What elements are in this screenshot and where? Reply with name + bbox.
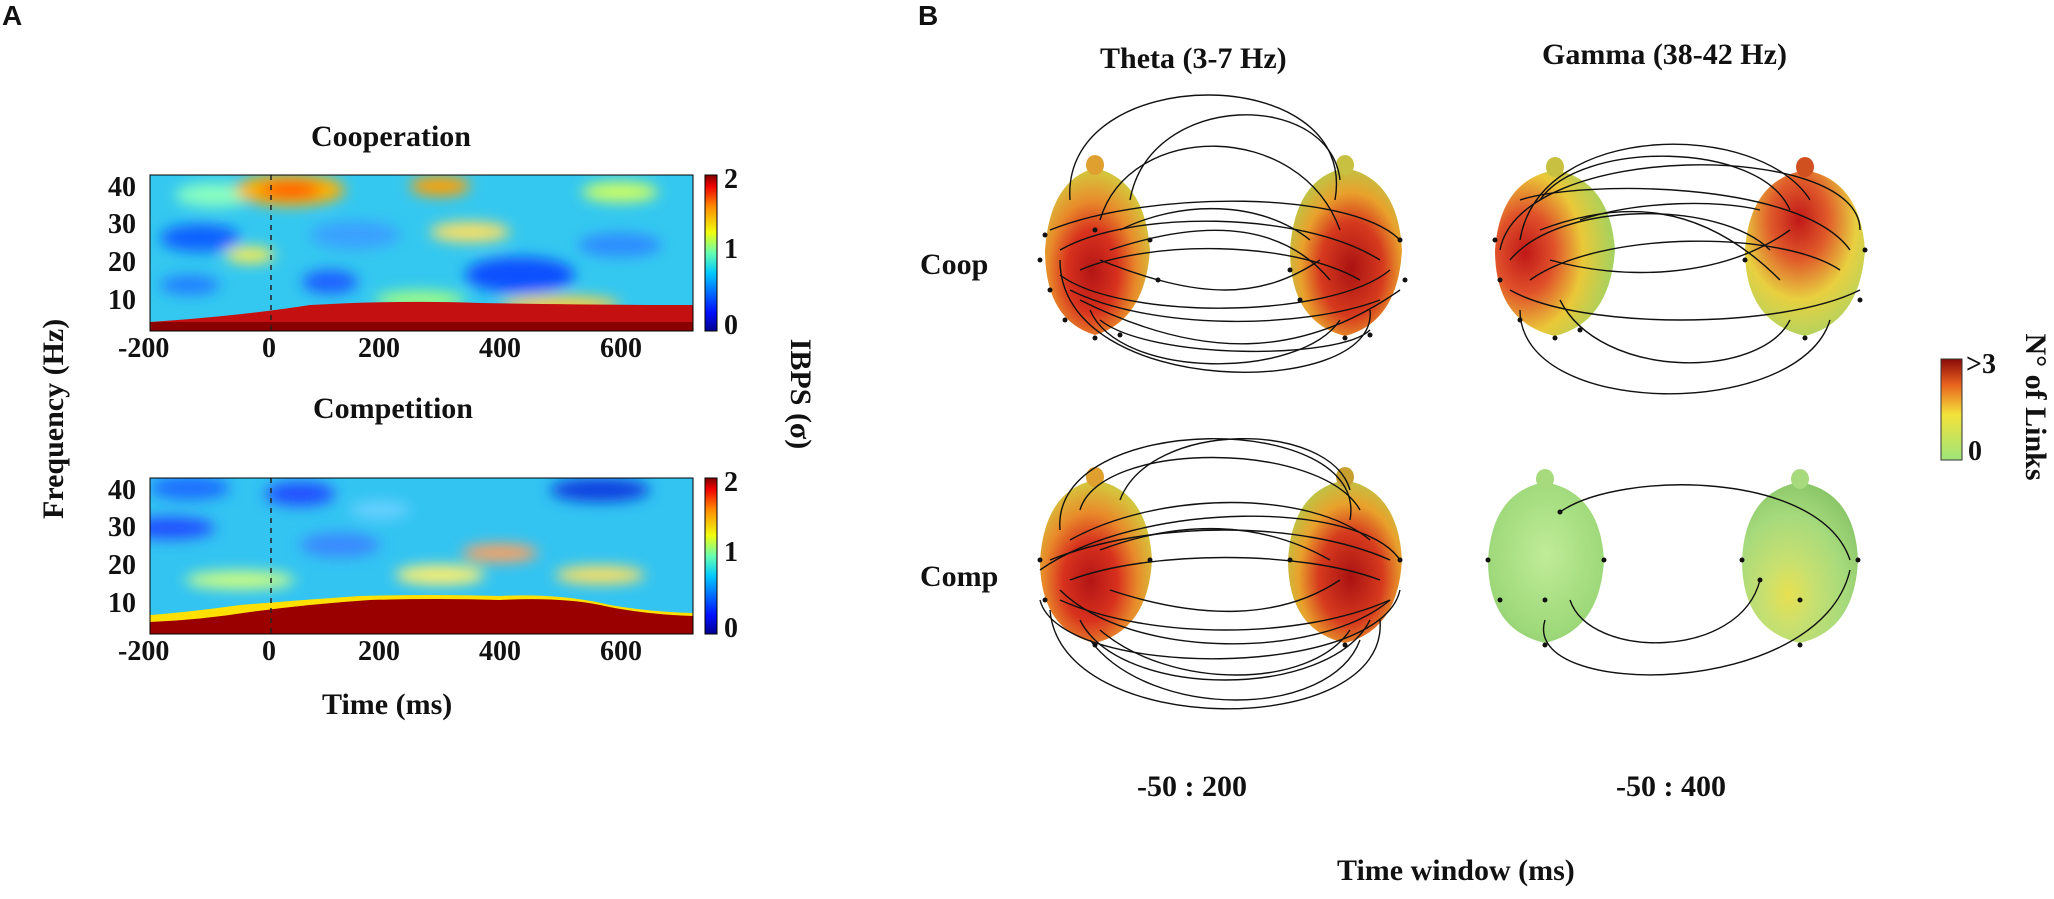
cbar-top-tick-0: 0 (724, 310, 738, 341)
cbar-top-tick-2: 2 (724, 164, 738, 195)
comp-row-label: Comp (920, 560, 999, 593)
links-colorbar-bottom: 0 (1968, 436, 1982, 467)
cooperation-title: Cooperation (311, 120, 471, 153)
cbar-top-tick-1: 1 (724, 234, 738, 265)
x-tick-bot-200: 200 (358, 636, 400, 667)
gamma-time-window: -50 : 400 (1616, 770, 1726, 803)
x-tick-top-0: 0 (262, 333, 276, 364)
y-tick-top-40: 40 (108, 172, 136, 203)
x-tick-bot--200: -200 (118, 636, 170, 667)
gamma-coop-links (1499, 143, 1861, 395)
electrode-dots (1037, 227, 1868, 648)
panel-b-letter: B (918, 0, 939, 31)
gamma-comp-links (1542, 484, 1851, 676)
theta-comp-head-left (1040, 467, 1152, 643)
theta-time-window: -50 : 200 (1137, 770, 1247, 803)
cbar-bot-tick-1: 1 (724, 537, 738, 568)
theta-column-title: Theta (3-7 Hz) (1100, 42, 1287, 75)
x-tick-top-400: 400 (479, 333, 521, 364)
x-tick-bot-400: 400 (479, 636, 521, 667)
links-colorbar (1940, 358, 1963, 461)
y-tick-bot-10: 10 (108, 588, 136, 619)
gamma-column-title: Gamma (38-42 Hz) (1542, 38, 1787, 71)
panel-a-x-axis-label: Time (ms) (322, 688, 453, 721)
competition-heatmap (150, 478, 693, 634)
cbar-bot-tick-0: 0 (724, 613, 738, 644)
cooperation-heatmap (150, 175, 693, 331)
y-tick-bot-30: 30 (108, 512, 136, 543)
panel-a-heatmaps (149, 174, 718, 635)
y-tick-top-30: 30 (108, 209, 136, 240)
cbar-bot-tick-2: 2 (724, 467, 738, 498)
x-tick-bot-600: 600 (600, 636, 642, 667)
theta-coop-links (1049, 94, 1401, 373)
links-colorbar-label: N° of Links (2019, 333, 2052, 481)
gamma-comp-head-left (1488, 469, 1604, 643)
coop-row-label: Coop (920, 248, 989, 281)
competition-title: Competition (313, 392, 473, 425)
gamma-coop-head-right (1745, 157, 1865, 336)
x-tick-top-600: 600 (600, 333, 642, 364)
x-tick-top--200: -200 (118, 333, 170, 364)
links-colorbar-top: >3 (1966, 349, 1996, 380)
gamma-comp-head-right (1742, 469, 1858, 643)
theta-comp-links (1039, 438, 1401, 710)
panel-b-x-axis-label: Time window (ms) (1337, 854, 1575, 887)
competition-colorbar (704, 477, 718, 635)
y-tick-top-10: 10 (108, 285, 136, 316)
y-tick-top-20: 20 (108, 247, 136, 278)
panel-a-letter: A (2, 0, 23, 31)
y-tick-bot-20: 20 (108, 550, 136, 581)
x-tick-top-200: 200 (358, 333, 400, 364)
gamma-coop-head-left (1495, 157, 1615, 336)
theta-coop-head-right (1290, 155, 1402, 336)
y-tick-bot-40: 40 (108, 475, 136, 506)
x-tick-bot-0: 0 (262, 636, 276, 667)
cooperation-colorbar (704, 174, 718, 332)
